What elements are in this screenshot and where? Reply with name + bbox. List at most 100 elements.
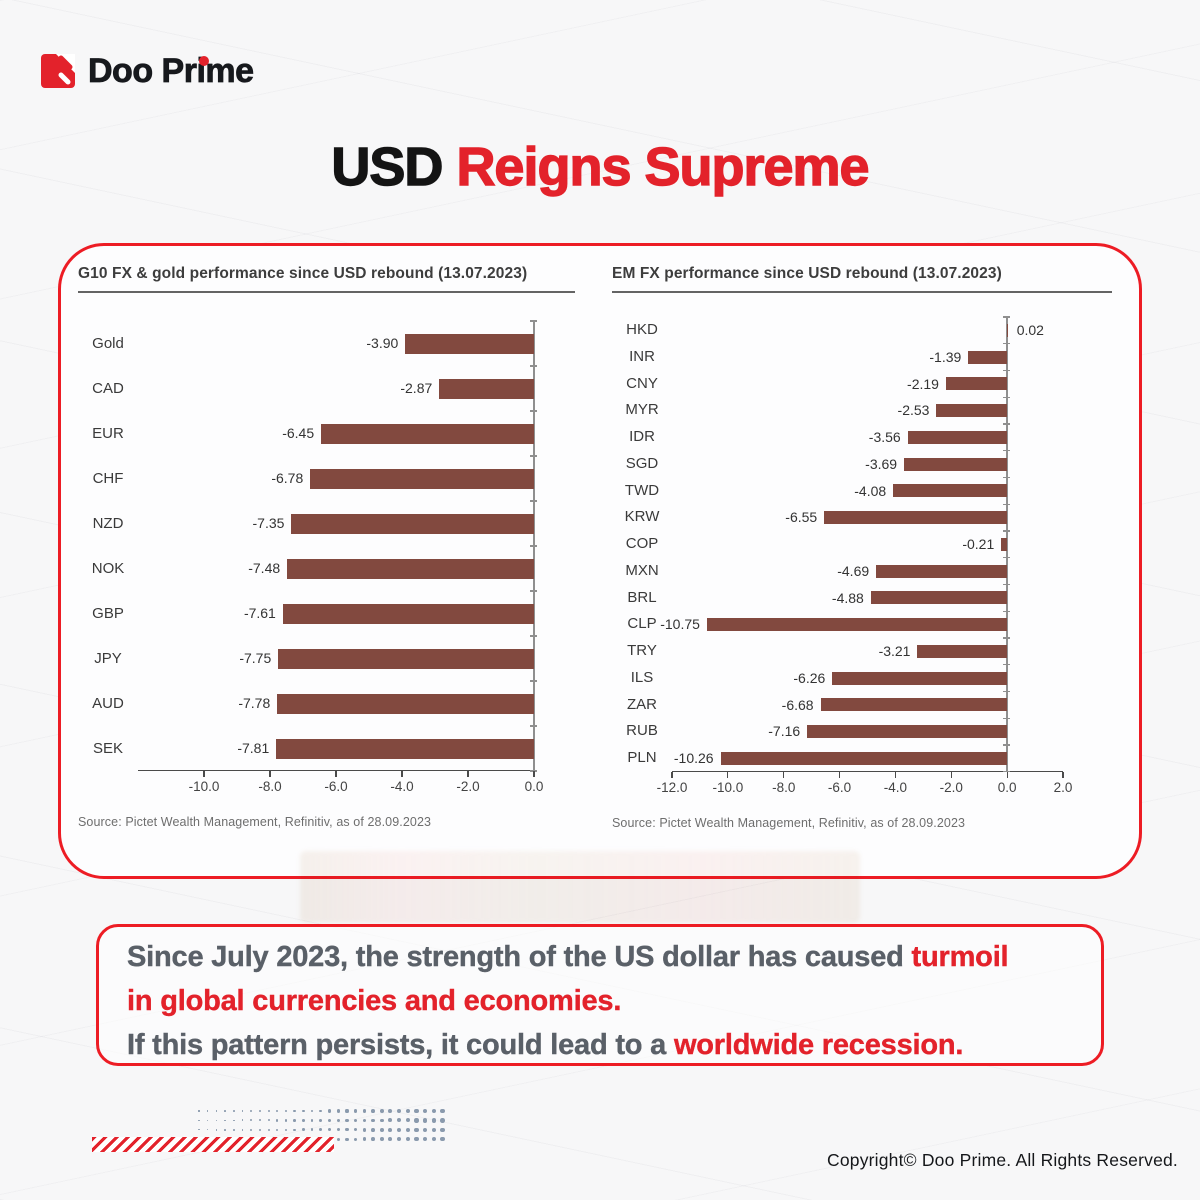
category-label: ILS xyxy=(630,668,654,686)
dot xyxy=(250,1110,253,1112)
dot xyxy=(276,1128,279,1131)
plot-region: -3.90 -2.87 -6.45 -6.78 -7.35 -7.48 -7.61 -7.75… xyxy=(138,320,537,772)
dot xyxy=(198,1110,200,1112)
hatched-stripe-decoration xyxy=(92,1137,334,1152)
dot xyxy=(353,1118,358,1123)
bar xyxy=(904,457,1008,471)
dot xyxy=(405,1127,410,1132)
category-label: ZAR xyxy=(627,695,657,713)
bar xyxy=(1007,323,1008,337)
value-label: -1.39 xyxy=(929,348,962,365)
zero-axis-tick xyxy=(530,500,537,502)
bar xyxy=(832,671,1008,685)
zero-axis-tick xyxy=(1003,369,1011,372)
bar xyxy=(820,698,1008,712)
zero-axis-tick xyxy=(530,455,537,457)
zero-axis-tick xyxy=(1003,557,1011,559)
dot xyxy=(293,1109,296,1113)
axis-tick-label: -10.0 xyxy=(188,779,220,794)
value-label: -2.19 xyxy=(907,375,939,392)
charts-panel xyxy=(58,243,1142,879)
dot xyxy=(371,1109,375,1113)
axis-tick xyxy=(533,771,535,777)
dot xyxy=(327,1118,331,1122)
bar xyxy=(720,751,1008,765)
axis-tick-label: 2.0 xyxy=(1053,779,1073,795)
category-label: MXN xyxy=(625,561,659,579)
bar xyxy=(276,738,534,759)
dot xyxy=(362,1109,367,1113)
dot xyxy=(336,1128,340,1132)
zero-axis-tick xyxy=(1003,503,1011,505)
dot xyxy=(388,1127,393,1132)
bar xyxy=(893,484,1008,498)
dot xyxy=(431,1136,437,1142)
axis-tick xyxy=(401,771,403,777)
zero-axis-tick xyxy=(530,545,537,547)
dot xyxy=(207,1129,209,1131)
dot xyxy=(379,1127,384,1132)
dot xyxy=(414,1137,419,1142)
category-label: AUD xyxy=(92,695,124,712)
dot xyxy=(345,1128,349,1132)
axis-tick xyxy=(671,771,673,778)
zero-axis-tick xyxy=(1003,771,1011,773)
summary-text-red: in global currencies and economies. xyxy=(127,985,622,1017)
axis-tick xyxy=(1062,771,1064,778)
dot xyxy=(362,1137,367,1141)
zero-axis-tick xyxy=(1003,744,1011,746)
dot xyxy=(371,1137,375,1141)
axis-tick xyxy=(950,771,952,778)
value-label: -6.26 xyxy=(793,669,826,686)
dot xyxy=(215,1110,218,1112)
bar xyxy=(321,423,534,444)
dot xyxy=(431,1127,437,1133)
value-label: -10.75 xyxy=(660,616,700,633)
page-title-reigns-supreme: Reigns Supreme xyxy=(456,137,871,197)
category-label: NOK xyxy=(91,560,125,577)
axis-tick-label: -10.0 xyxy=(712,779,744,795)
axis-tick-label: -2.0 xyxy=(456,779,480,794)
chart-source: Source: Pictet Wealth Management, Refini… xyxy=(78,815,432,829)
zero-axis-tick xyxy=(1003,690,1011,693)
zero-axis-tick xyxy=(1003,316,1011,318)
dot xyxy=(371,1118,375,1123)
dot xyxy=(345,1137,349,1141)
value-label: -3.90 xyxy=(366,335,399,351)
category-label: PLN xyxy=(627,749,657,766)
dot xyxy=(232,1128,235,1131)
value-label: -7.75 xyxy=(239,650,272,666)
value-label: 0.02 xyxy=(1016,322,1044,338)
category-label: INR xyxy=(629,347,655,365)
category-label: KRW xyxy=(624,508,660,526)
dot xyxy=(397,1109,402,1113)
value-label: -6.45 xyxy=(282,425,315,441)
zero-axis-tick xyxy=(530,770,537,772)
category-label: SGD xyxy=(625,454,659,472)
dot xyxy=(198,1119,200,1121)
dot xyxy=(224,1110,226,1112)
bar xyxy=(291,513,534,534)
value-label: -0.21 xyxy=(962,536,995,552)
zero-axis-tick xyxy=(1003,343,1011,345)
category-label: MYR xyxy=(625,401,659,419)
dot xyxy=(207,1110,209,1112)
bar xyxy=(968,350,1008,364)
dot xyxy=(302,1128,305,1132)
dot xyxy=(440,1136,445,1142)
summary-line: Since July 2023, the strength of the US … xyxy=(127,935,1073,979)
dot xyxy=(353,1128,358,1132)
axis-tick-label: 0.0 xyxy=(524,779,544,794)
dot xyxy=(327,1128,331,1132)
category-label: CHF xyxy=(92,470,124,487)
dot xyxy=(423,1127,428,1132)
dot xyxy=(336,1137,340,1141)
dot xyxy=(336,1118,340,1122)
bar xyxy=(405,333,534,354)
dot xyxy=(232,1119,235,1122)
value-label: -3.56 xyxy=(868,429,901,445)
category-label: GBP xyxy=(92,605,124,622)
dot xyxy=(258,1128,261,1131)
chart-em-fx: EM FX performance since USD rebound (13.… xyxy=(612,264,1112,830)
